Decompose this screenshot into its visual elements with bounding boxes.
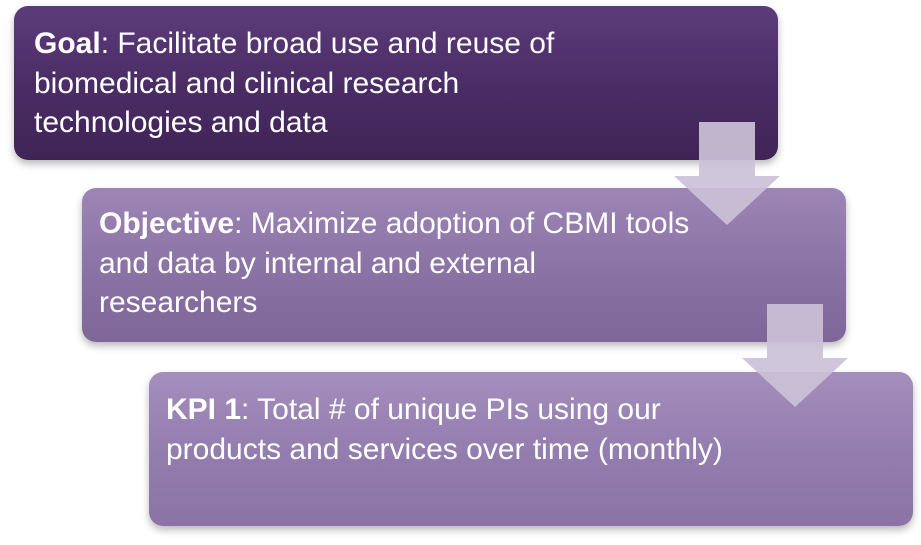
objective-text: Objective: Maximize adoption of CBMI too…: [99, 204, 699, 323]
kpi-text: KPI 1: Total # of unique PIs using our p…: [166, 390, 766, 469]
objective-description: : Maximize adoption of CBMI tools and da…: [99, 207, 690, 320]
goal-description: : Facilitate broad use and reuse of biom…: [34, 27, 555, 140]
goal-text: Goal: Facilitate broad use and reuse of …: [34, 24, 634, 143]
down-arrow-icon: [742, 304, 848, 407]
kpi-label: KPI 1: [166, 393, 242, 426]
down-arrow-icon: [674, 122, 780, 225]
kpi-box: KPI 1: Total # of unique PIs using our p…: [149, 372, 913, 526]
objective-label: Objective: [99, 207, 235, 240]
goal-label: Goal: [34, 27, 101, 60]
kpi-description: : Total # of unique PIs using our produc…: [166, 393, 723, 466]
goal-box: Goal: Facilitate broad use and reuse of …: [14, 6, 778, 160]
